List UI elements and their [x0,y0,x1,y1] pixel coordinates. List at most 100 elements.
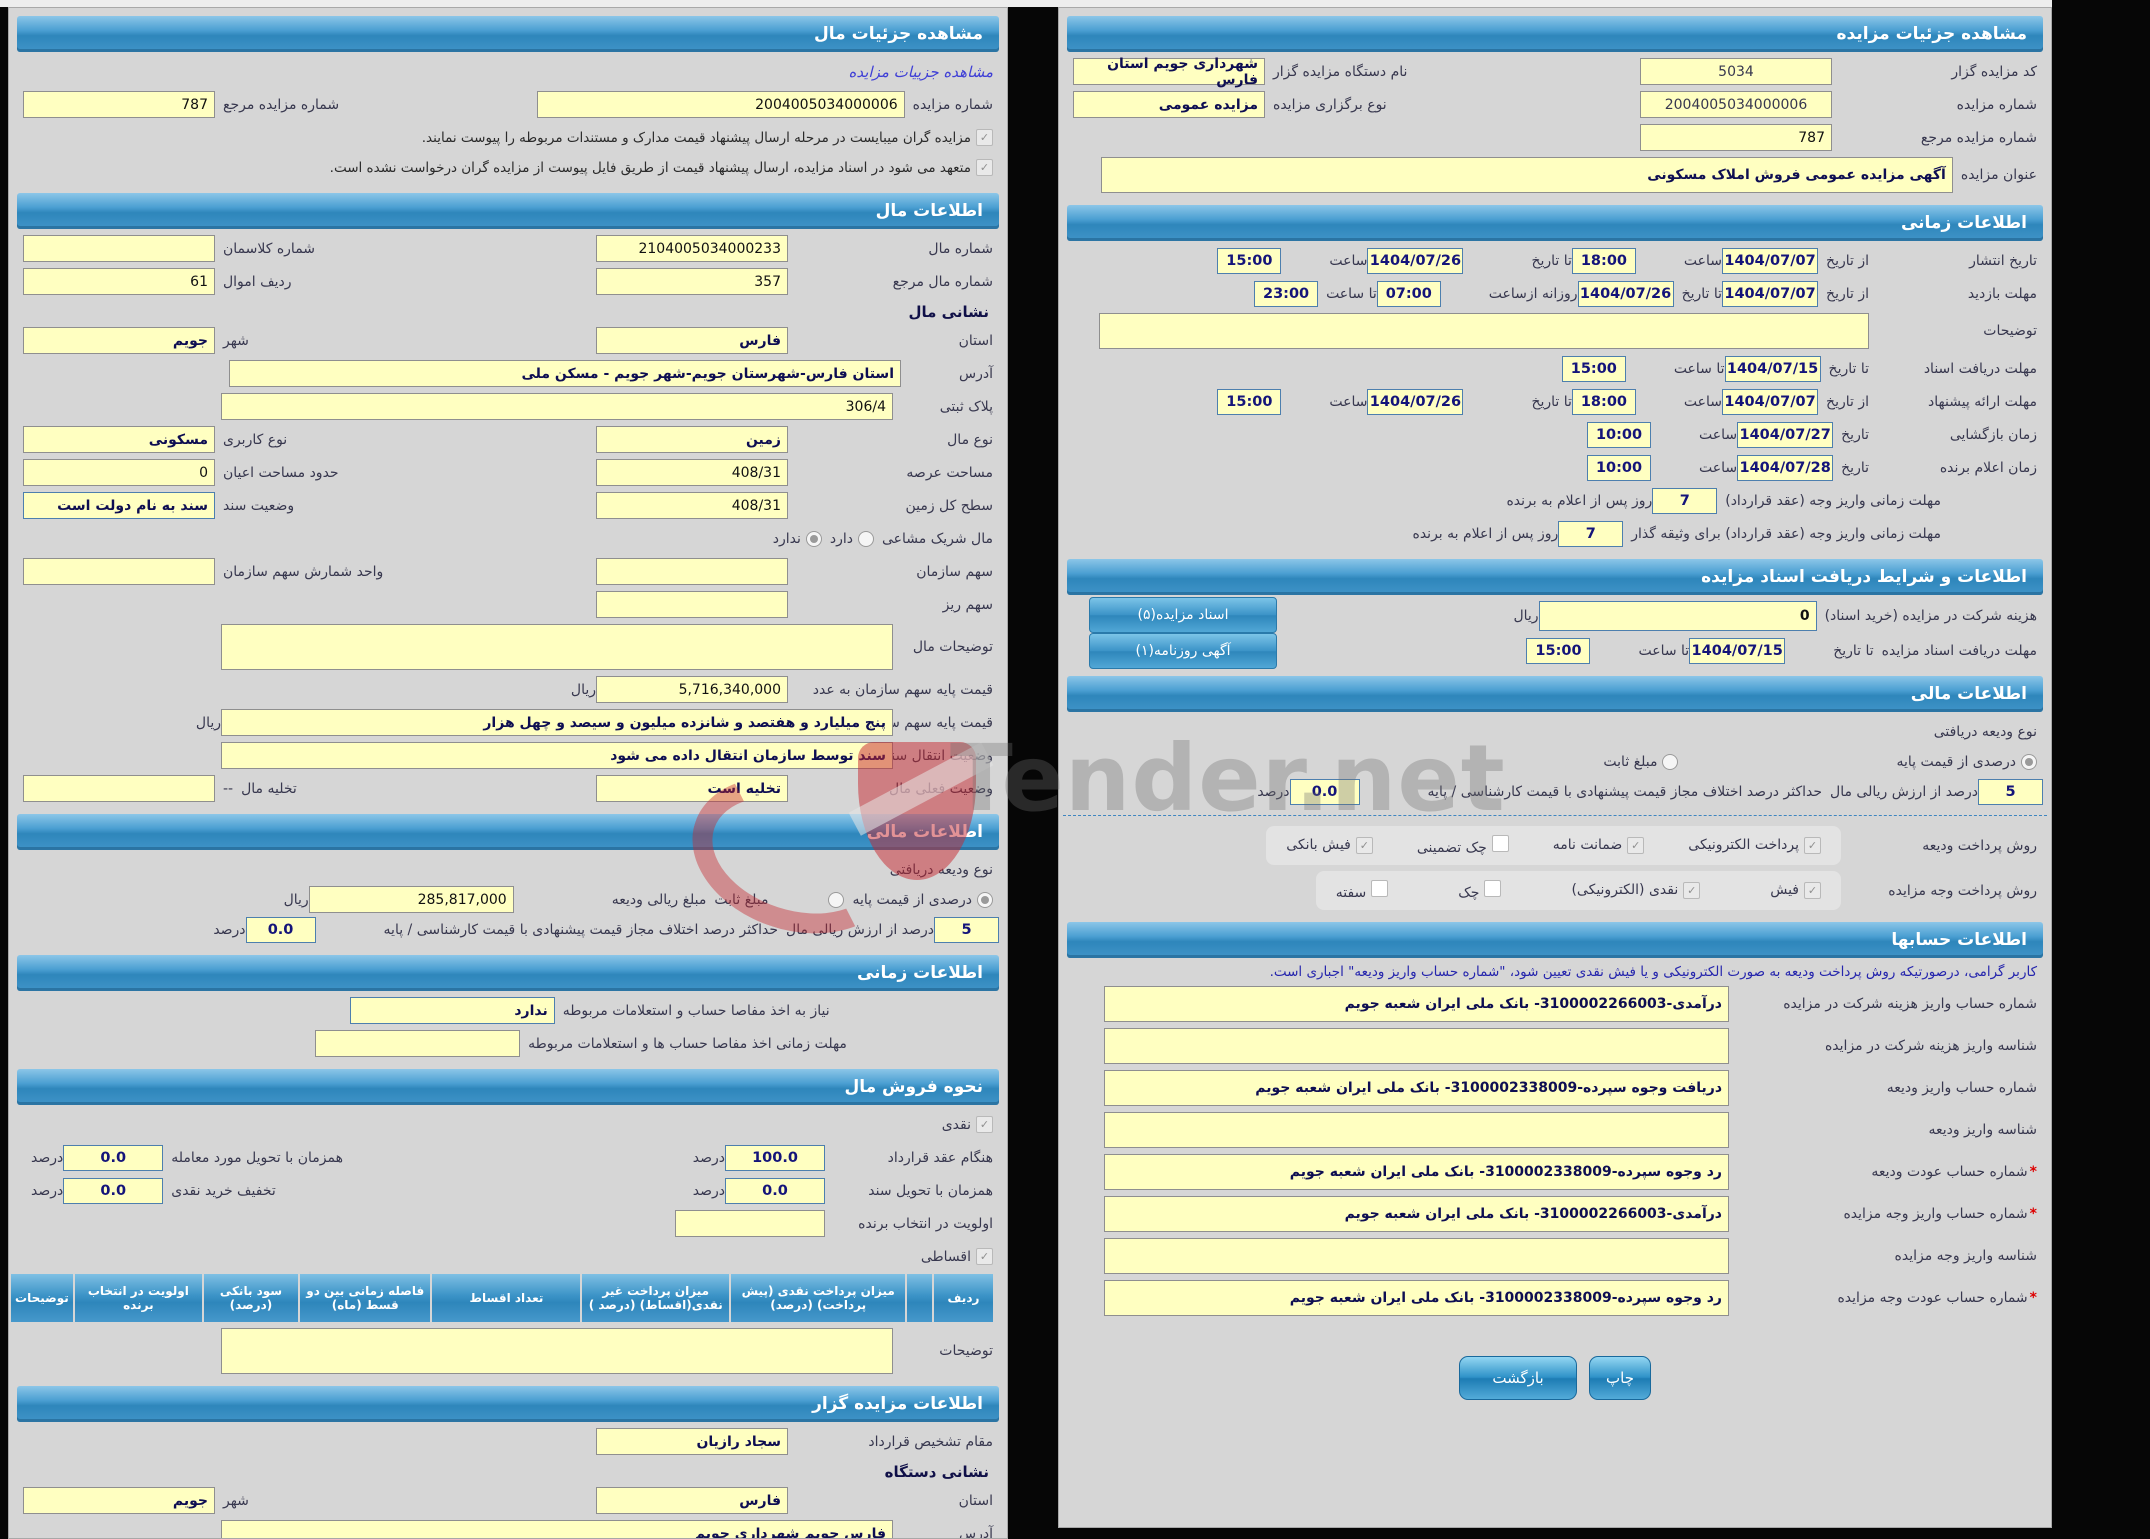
has-partner-radio[interactable] [858,530,874,547]
share-unit-field[interactable] [23,558,215,585]
at-contract-field[interactable]: 100.0 [725,1144,825,1171]
winner-announce-date[interactable]: 1404/07/28 [1737,454,1834,481]
back-button[interactable]: بازگشت [1459,1356,1578,1400]
time-notes-field[interactable] [1099,313,1869,349]
auctioneer-code-field[interactable]: 5034 [1640,58,1832,85]
payment-deadline-field[interactable]: 7 [1652,487,1718,514]
deposit-return-account-field[interactable]: رد وجوه سپرده-3100002338009- بانک ملی ای… [1104,1154,1729,1190]
fixed-amount-radio[interactable] [1662,753,1679,770]
installment-checkbox[interactable]: ✓ [976,1248,993,1265]
auction-ref-field[interactable]: 787 [23,91,215,118]
property-type-field[interactable]: زمین [596,426,788,453]
epay-checkbox[interactable]: ✓ [1804,837,1821,854]
usage-type-field[interactable]: مسکونی [23,426,215,453]
offer-to-time[interactable]: 15:00 [1217,388,1282,415]
offer-from-time[interactable]: 18:00 [1571,388,1636,415]
opening-time[interactable]: 10:00 [1587,421,1652,448]
bank-slip-checkbox[interactable]: ✓ [1355,837,1373,854]
publish-from-date[interactable]: 1404/07/07 [1722,247,1819,274]
doc-receive-time[interactable]: 15:00 [1561,355,1626,382]
address-field[interactable]: استان فارس-شهرستان جویم-شهر جویم - مسکن … [229,360,901,387]
share-detail-field[interactable] [596,591,788,618]
deposit-amount-field[interactable]: 285,817,000 [308,886,514,913]
org-share-field[interactable] [596,558,788,585]
agency-city-field[interactable]: جویم [23,1487,215,1514]
deposit-percent-field[interactable]: 5 [1978,778,2043,805]
participation-fee-field[interactable]: 0 [1538,601,1817,631]
at-deed-field[interactable]: 0.0 [725,1177,825,1204]
offer-to-date[interactable]: 1404/07/26 [1367,388,1464,415]
radif-amval-field[interactable]: 61 [23,268,215,295]
agency-address-field[interactable]: فارس جویم شهرداری جویم [221,1520,893,1538]
slip-checkbox[interactable]: ✓ [1804,882,1821,899]
klasman-field[interactable] [23,235,215,262]
auction-return-account-field[interactable]: رد وجوه سپرده-3100002338009- بانک ملی ای… [1104,1280,1729,1316]
province-field[interactable]: فارس [596,327,788,354]
publish-to-time[interactable]: 15:00 [1217,247,1282,274]
current-status-field[interactable]: تخلیه است [596,775,788,802]
auction-no-field[interactable]: 2004005034000006 [536,91,905,118]
doc-deadline-date[interactable]: 1404/07/15 [1689,637,1786,664]
fixed-amount-radio[interactable] [828,891,845,908]
agency-province-field[interactable]: فارس [596,1487,788,1514]
auction-type-field[interactable]: مزایده عمومی [1073,91,1265,118]
mal-ref-field[interactable]: 357 [596,268,788,295]
deposit-account-field[interactable]: دریافت وجوه سپرده-3100002338009- بانک مل… [1104,1070,1729,1106]
total-land-field[interactable]: 408/31 [596,492,788,519]
publish-from-time[interactable]: 18:00 [1571,247,1636,274]
percent-of-base-radio[interactable] [977,891,993,908]
visit-to-time[interactable]: 23:00 [1254,280,1319,307]
visit-to-date[interactable]: 1404/07/26 [1577,280,1674,307]
promissory-checkbox[interactable] [1371,880,1389,897]
vacate-field[interactable] [23,775,215,802]
guarantor-payment-deadline-field[interactable]: 7 [1558,520,1624,547]
base-price-words-field[interactable]: پنج میلیارد و هفتصد و شانزده میلیون و سی… [221,709,893,736]
max-diff-field[interactable]: 0.0 [245,916,316,943]
city-field[interactable]: جویم [23,327,215,354]
visit-from-date[interactable]: 1404/07/07 [1722,280,1819,307]
pelak-field[interactable]: 306/4 [221,393,893,420]
auction-pay-id-field[interactable] [1104,1238,1729,1274]
sale-notes-field[interactable] [221,1328,893,1374]
deed-transfer-field[interactable]: سند توسط سازمان انتقال داده می شود [221,742,893,769]
contract-authority-field[interactable]: سجاد رازیان [596,1428,788,1455]
guarantee-checkbox[interactable]: ✓ [1627,837,1645,854]
auction-no-field[interactable]: 2004005034000006 [1640,91,1832,118]
newspaper-ad-button[interactable]: آگهی روزنامه(۱) [1089,633,1277,669]
winner-announce-time[interactable]: 10:00 [1587,454,1652,481]
doc-receive-date[interactable]: 1404/07/15 [1724,355,1821,382]
max-diff-field[interactable]: 0.0 [1289,778,1360,805]
auction-pay-account-field[interactable]: درآمدی-3100002266003- بانک ملی ایران شعب… [1104,1196,1729,1232]
cash-discount-field[interactable]: 0.0 [63,1177,164,1204]
fee-deposit-account-field[interactable]: درآمدی-3100002266003- بانک ملی ایران شعب… [1104,986,1729,1022]
checked-checkbox-icon[interactable]: ✓ [976,129,993,146]
visit-from-time[interactable]: 07:00 [1376,280,1441,307]
print-button[interactable]: چاپ [1589,1356,1651,1400]
no-partner-radio[interactable] [805,530,822,547]
mal-no-field[interactable]: 2104005034000233 [596,235,788,262]
deed-status-field[interactable]: سند به نام دولت است [23,492,215,519]
building-area-field[interactable]: 0 [23,459,215,486]
opening-date[interactable]: 1404/07/27 [1737,421,1834,448]
deposit-percent-field[interactable]: 5 [934,916,999,943]
auction-documents-button[interactable]: اسناد مزایده(۵) [1089,597,1277,633]
checked-checkbox-icon[interactable]: ✓ [976,159,993,176]
agency-name-field[interactable]: شهرداری جویم استان فارس [1073,56,1265,88]
offer-from-date[interactable]: 1404/07/07 [1722,388,1819,415]
deposit-id-field[interactable] [1104,1112,1729,1148]
at-delivery-field[interactable]: 0.0 [63,1144,164,1171]
winner-priority-field[interactable] [675,1210,825,1237]
secured-check-checkbox[interactable] [1491,835,1509,852]
base-price-number-field[interactable]: 5,716,340,000 [596,676,788,703]
property-notes-field[interactable] [221,624,893,670]
cash-checkbox[interactable]: ✓ [976,1116,993,1133]
clearance-need-field[interactable]: ندارد [349,997,555,1024]
auction-ref-field[interactable]: 787 [1640,124,1832,151]
clearance-deadline-field[interactable] [315,1030,521,1057]
fee-deposit-id-field[interactable] [1104,1028,1729,1064]
publish-to-date[interactable]: 1404/07/26 [1367,247,1464,274]
percent-of-base-radio[interactable] [2021,753,2037,770]
land-area-field[interactable]: 408/31 [596,459,788,486]
view-auction-details-link[interactable]: مشاهده جزییات مزایده [848,62,994,81]
auction-title-field[interactable]: آگهی مزایده عمومی فروش املاک مسکونی [1100,157,1953,193]
